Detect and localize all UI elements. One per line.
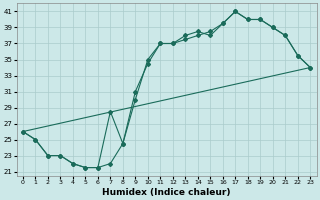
X-axis label: Humidex (Indice chaleur): Humidex (Indice chaleur) bbox=[102, 188, 231, 197]
